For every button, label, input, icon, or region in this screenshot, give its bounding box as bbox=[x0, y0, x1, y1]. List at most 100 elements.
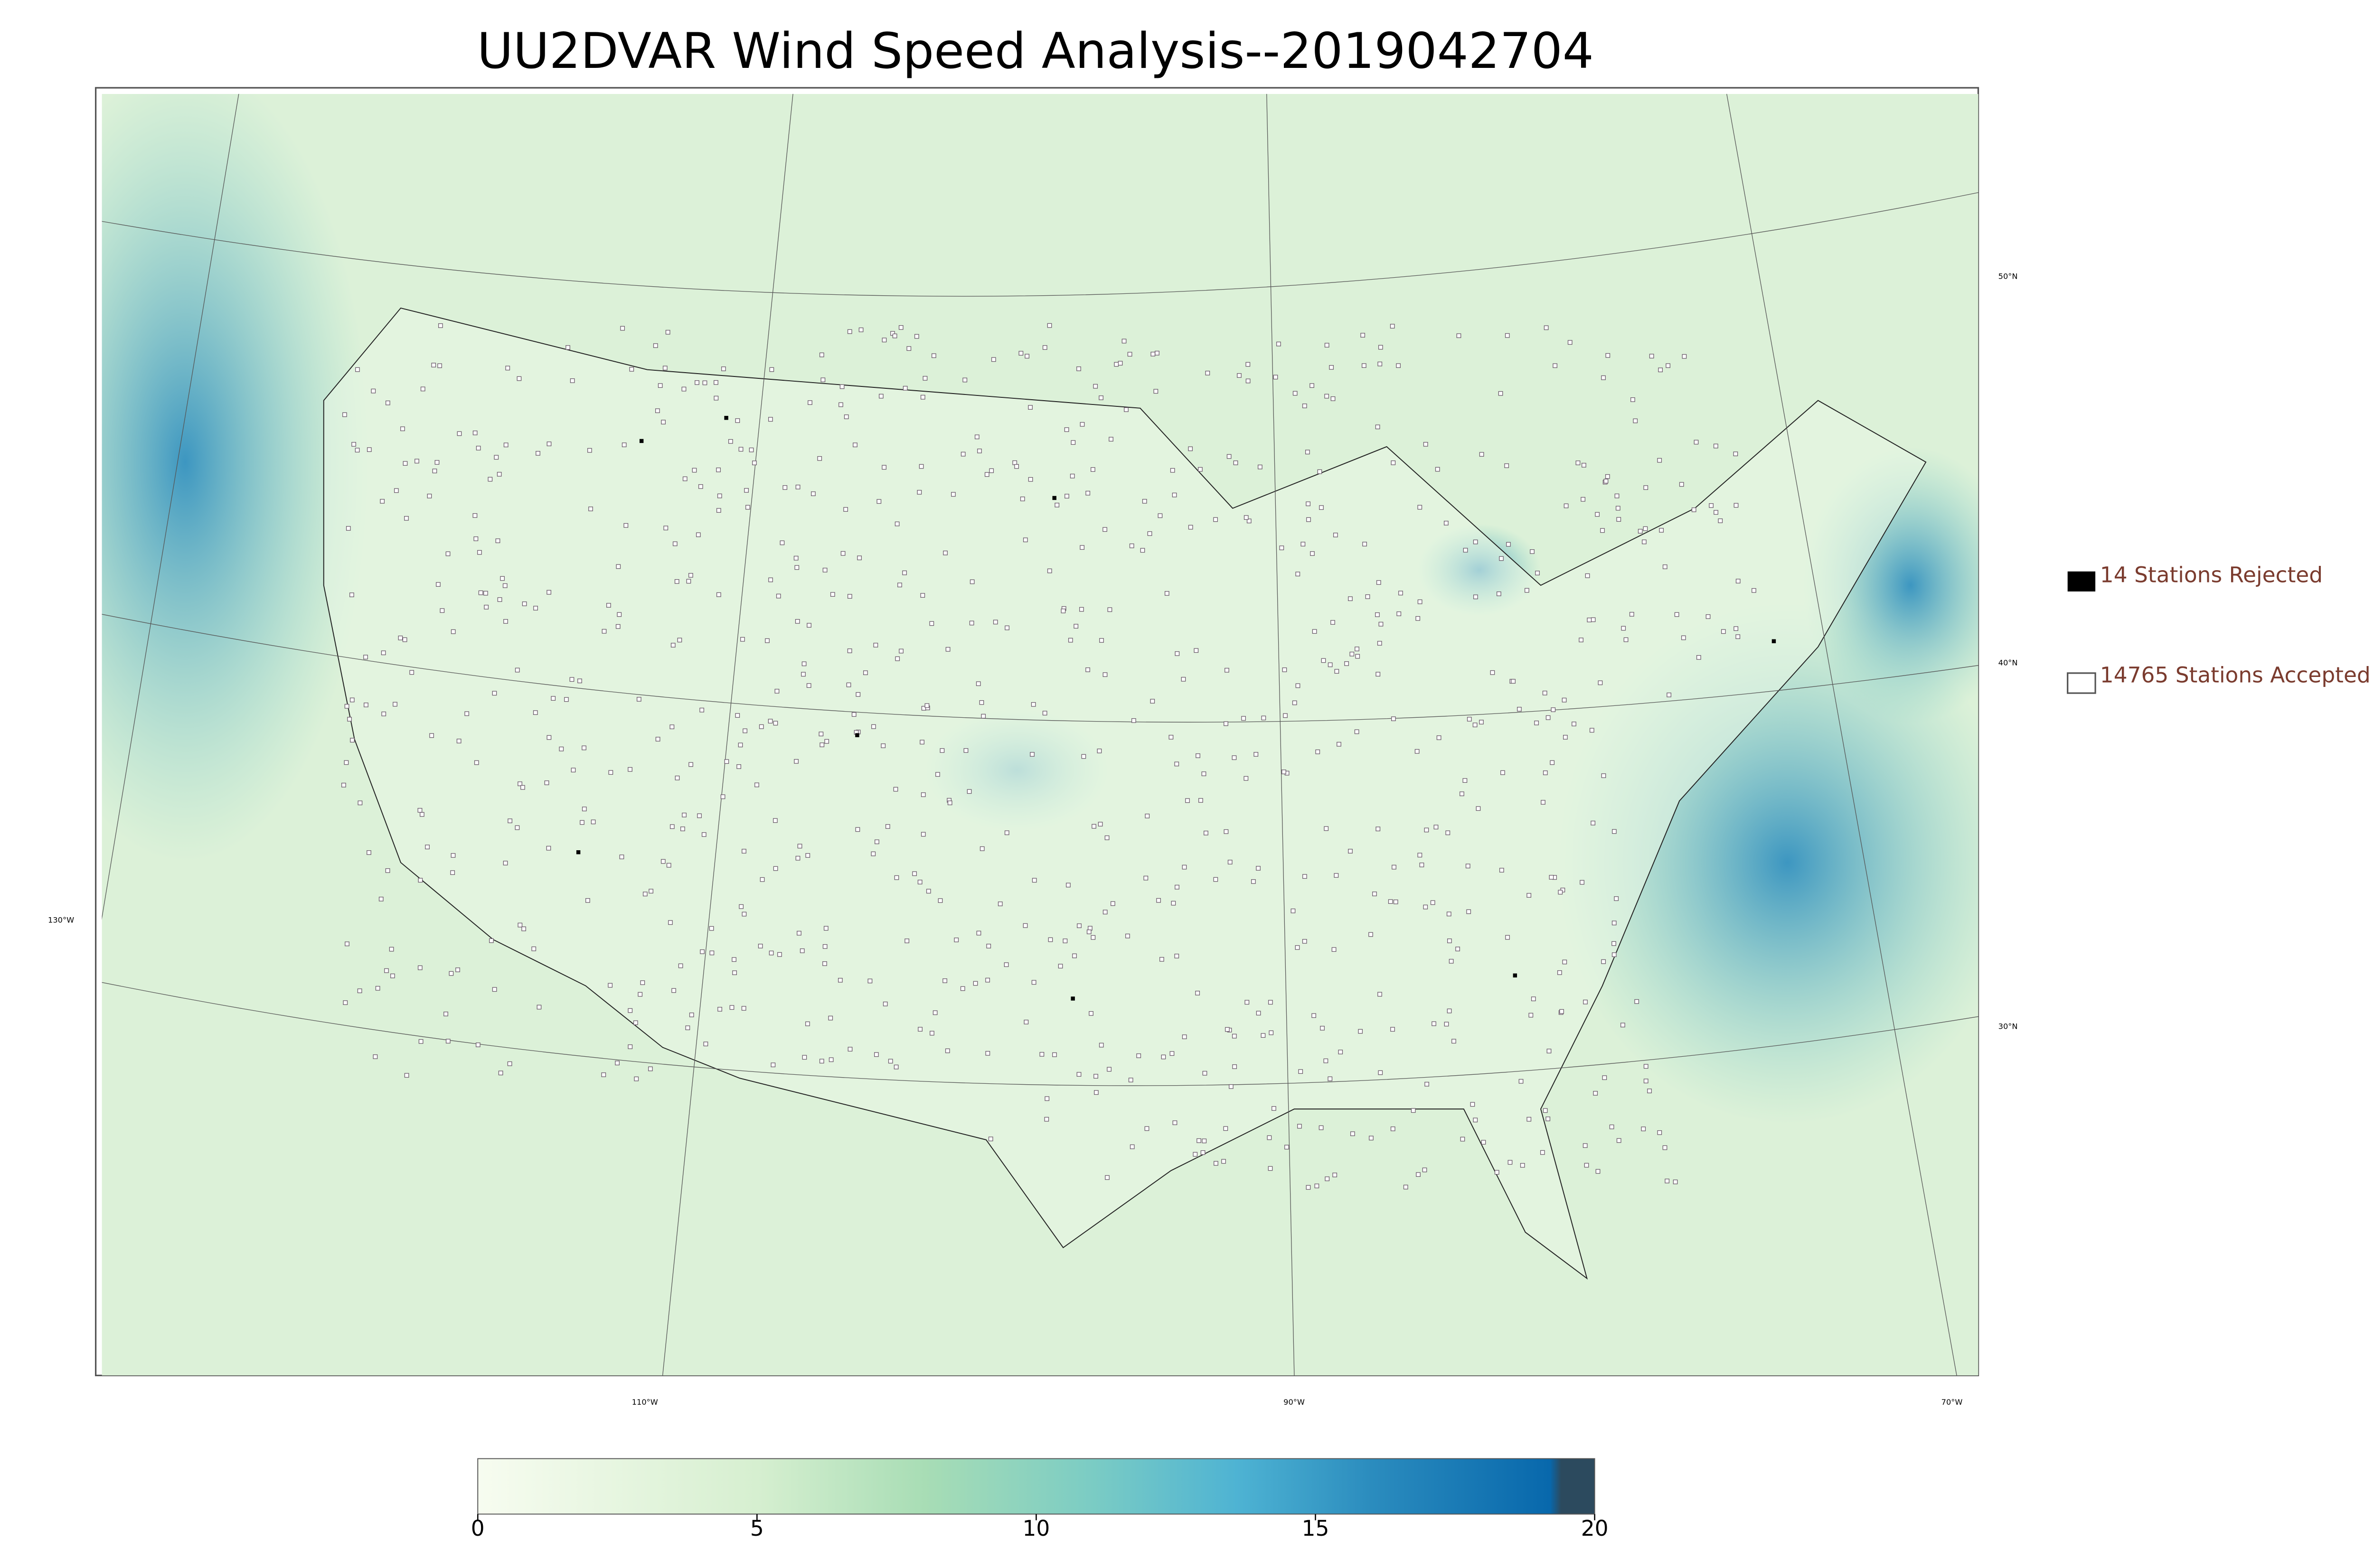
station bbox=[564, 697, 569, 702]
station bbox=[943, 550, 948, 555]
colorbar bbox=[477, 1458, 1595, 1515]
station bbox=[685, 1025, 690, 1030]
station bbox=[483, 591, 488, 596]
station bbox=[962, 377, 968, 383]
station bbox=[522, 601, 527, 606]
colorbar-tick-label: 15 bbox=[1302, 1516, 1329, 1541]
station bbox=[1188, 446, 1193, 451]
station bbox=[1032, 878, 1037, 883]
station bbox=[795, 619, 800, 624]
station bbox=[570, 378, 575, 383]
station bbox=[1245, 362, 1251, 367]
station bbox=[1047, 323, 1052, 328]
station bbox=[895, 656, 900, 661]
station bbox=[1066, 883, 1071, 888]
station bbox=[1358, 1029, 1363, 1034]
station bbox=[1244, 515, 1249, 520]
station bbox=[823, 926, 829, 931]
station bbox=[728, 439, 733, 444]
station bbox=[1541, 800, 1545, 805]
station bbox=[1237, 373, 1242, 378]
station bbox=[1662, 1145, 1667, 1150]
station bbox=[898, 325, 904, 330]
station bbox=[1241, 716, 1246, 721]
station bbox=[1580, 880, 1584, 885]
station bbox=[551, 696, 556, 701]
station bbox=[455, 967, 460, 972]
station bbox=[602, 629, 607, 634]
station bbox=[476, 446, 481, 451]
station bbox=[1455, 947, 1460, 951]
station bbox=[1694, 440, 1699, 445]
station bbox=[1390, 1027, 1395, 1032]
station bbox=[1696, 655, 1701, 660]
station bbox=[472, 431, 478, 435]
station bbox=[1223, 1126, 1228, 1131]
station bbox=[1295, 945, 1300, 950]
station bbox=[1295, 572, 1300, 577]
station bbox=[655, 408, 660, 413]
station bbox=[443, 1012, 448, 1016]
station bbox=[1557, 970, 1562, 975]
station bbox=[1674, 612, 1679, 617]
station bbox=[344, 760, 349, 765]
station bbox=[1090, 467, 1095, 472]
station bbox=[628, 767, 632, 772]
station bbox=[588, 507, 593, 511]
station bbox=[398, 635, 403, 640]
station bbox=[1614, 493, 1620, 498]
station bbox=[1540, 1150, 1545, 1155]
station bbox=[875, 839, 879, 845]
station bbox=[988, 1136, 993, 1142]
station bbox=[472, 513, 478, 518]
station bbox=[1600, 528, 1605, 533]
station bbox=[1194, 648, 1199, 653]
station bbox=[1638, 529, 1643, 534]
station bbox=[805, 853, 810, 858]
station bbox=[1443, 521, 1449, 526]
station bbox=[1559, 1009, 1564, 1014]
station bbox=[662, 366, 668, 371]
station bbox=[749, 447, 754, 452]
station bbox=[429, 733, 434, 738]
station bbox=[1125, 933, 1130, 939]
station bbox=[1251, 879, 1256, 884]
station bbox=[582, 745, 586, 751]
station bbox=[518, 922, 523, 928]
station bbox=[1214, 1161, 1218, 1166]
graticule bbox=[102, 982, 1978, 1086]
station bbox=[1444, 1022, 1449, 1027]
lon-label: 130°W bbox=[48, 916, 74, 925]
station-rejected bbox=[639, 439, 644, 443]
station bbox=[432, 469, 437, 473]
station bbox=[437, 363, 442, 368]
station bbox=[732, 970, 737, 975]
station bbox=[1633, 418, 1638, 423]
station bbox=[882, 465, 886, 470]
station bbox=[546, 735, 552, 740]
station bbox=[1174, 954, 1179, 958]
station bbox=[404, 1073, 409, 1078]
station bbox=[695, 380, 699, 385]
station bbox=[1253, 752, 1259, 757]
station bbox=[1174, 761, 1179, 767]
station bbox=[1081, 754, 1086, 759]
station bbox=[440, 608, 445, 613]
station bbox=[1472, 723, 1478, 727]
station bbox=[1229, 1084, 1234, 1089]
station bbox=[381, 711, 386, 716]
graticule bbox=[662, 94, 793, 1376]
station bbox=[1372, 892, 1377, 896]
station bbox=[518, 781, 522, 786]
station bbox=[1721, 629, 1726, 634]
station bbox=[998, 901, 1003, 906]
station bbox=[1324, 343, 1329, 348]
station bbox=[967, 789, 972, 794]
station-rejected bbox=[576, 850, 581, 854]
station bbox=[367, 850, 371, 855]
station bbox=[1232, 1064, 1237, 1069]
station bbox=[933, 1010, 938, 1015]
station bbox=[867, 978, 873, 984]
station bbox=[1603, 479, 1609, 484]
station bbox=[536, 451, 540, 456]
